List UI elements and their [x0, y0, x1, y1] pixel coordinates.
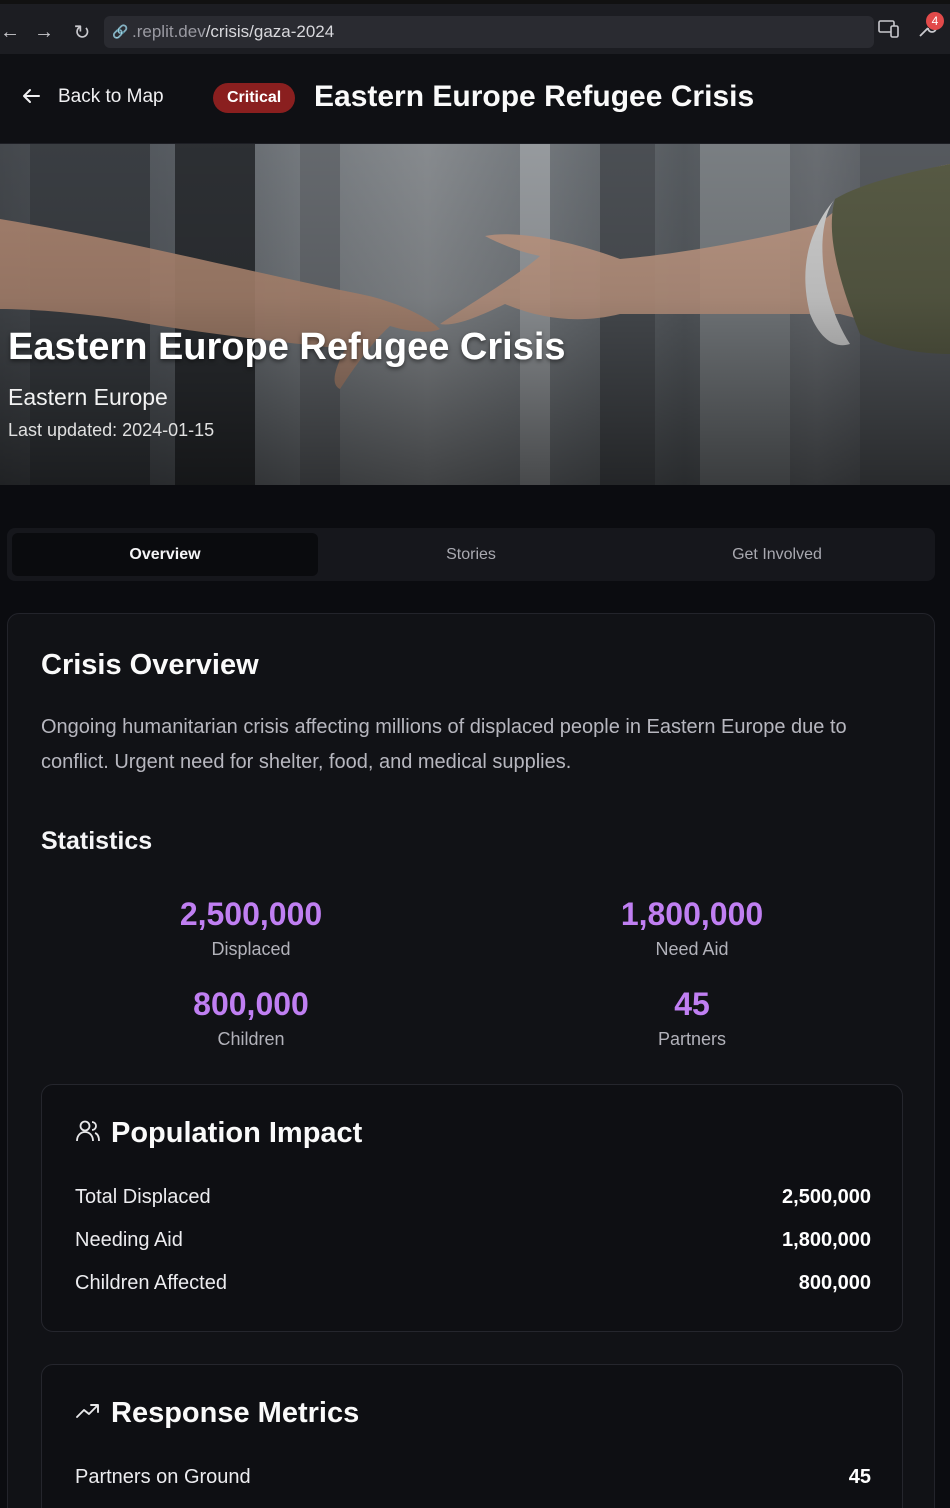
hero-region: Eastern Europe [8, 384, 168, 410]
row-label: Partners on Ground [75, 1466, 251, 1488]
crisis-description: Ongoing humanitarian crisis affecting mi… [41, 716, 847, 773]
page-header: Back to Map Critical Eastern Europe Refu… [0, 54, 950, 144]
stat-value: 1,800,000 [620, 896, 764, 932]
response-metrics-card: Response Metrics Partners on Ground 45 [41, 1364, 903, 1508]
trending-up-icon [75, 1398, 101, 1429]
stat-value: 2,500,000 [179, 896, 323, 932]
browser-back-icon[interactable]: ← [0, 20, 20, 43]
url-prefix: .replit.dev [132, 22, 206, 41]
browser-toolbar: ← → ↻ 🔗 .replit.dev/crisis/gaza-2024 4 [0, 0, 950, 54]
hero-banner: Eastern Europe Refugee Crisis Eastern Eu… [0, 144, 950, 485]
back-to-map-link[interactable]: Back to Map [22, 84, 164, 110]
crisis-overview-title: Crisis Overview [41, 649, 259, 681]
row-label: Children Affected [75, 1272, 227, 1294]
row-label: Needing Aid [75, 1229, 183, 1251]
response-metrics-header: Response Metrics [75, 1397, 359, 1430]
address-bar[interactable]: 🔗 .replit.dev/crisis/gaza-2024 [104, 16, 874, 48]
notification-badge: 4 [926, 12, 944, 30]
stat-need-aid: 1,800,000 Need Aid [542, 896, 842, 960]
impact-row: Total Displaced 2,500,000 [75, 1186, 871, 1209]
stat-children: 800,000 Children [101, 986, 401, 1050]
stat-label: Need Aid [655, 939, 729, 959]
stat-value: 800,000 [193, 986, 309, 1022]
browser-forward-icon[interactable]: → [34, 20, 54, 43]
browser-reload-icon[interactable]: ↻ [73, 21, 91, 44]
impact-row: Children Affected 800,000 [75, 1272, 871, 1295]
row-value: 45 [848, 1466, 871, 1488]
devices-icon[interactable] [878, 19, 900, 39]
arrow-left-icon [22, 84, 44, 110]
population-impact-title: Population Impact [111, 1117, 363, 1149]
crisis-overview-card: Crisis Overview Ongoing humanitarian cri… [7, 613, 935, 1508]
impact-row: Needing Aid 1,800,000 [75, 1229, 871, 1252]
response-metrics-title: Response Metrics [111, 1397, 360, 1429]
hero-last-updated: Last updated: 2024-01-15 [8, 420, 215, 440]
stat-label: Partners [657, 1029, 727, 1049]
row-value: 1,800,000 [782, 1229, 871, 1251]
tab-list: Overview Stories Get Involved [7, 528, 935, 581]
stat-partners: 45 Partners [542, 986, 842, 1050]
statistics-title: Statistics [41, 827, 153, 855]
tab-stories[interactable]: Stories [446, 545, 496, 563]
link-icon: 🔗 [112, 24, 129, 39]
page-title: Eastern Europe Refugee Crisis [314, 80, 755, 113]
url-path: /crisis/gaza-2024 [205, 22, 335, 41]
tab-overview[interactable]: Overview [12, 533, 318, 576]
browser-actions: 4 [878, 12, 944, 40]
back-to-map-label: Back to Map [58, 86, 164, 107]
row-value: 800,000 [798, 1272, 871, 1294]
population-impact-card: Population Impact Total Displaced 2,500,… [41, 1084, 903, 1332]
stat-value: 45 [674, 986, 710, 1022]
stat-label: Displaced [211, 939, 291, 959]
severity-badge: Critical [213, 83, 296, 113]
population-impact-header: Population Impact [75, 1117, 362, 1150]
row-value: 2,500,000 [782, 1186, 871, 1208]
row-label: Total Displaced [75, 1186, 211, 1208]
users-icon [75, 1118, 101, 1149]
stat-label: Children [217, 1029, 285, 1049]
hero-title: Eastern Europe Refugee Crisis [8, 326, 566, 368]
tab-get-involved[interactable]: Get Involved [732, 545, 822, 563]
stat-displaced: 2,500,000 Displaced [101, 896, 401, 960]
hero-overlay [0, 144, 950, 485]
extension-icon[interactable]: 4 [916, 12, 944, 40]
metric-row: Partners on Ground 45 [75, 1466, 871, 1489]
